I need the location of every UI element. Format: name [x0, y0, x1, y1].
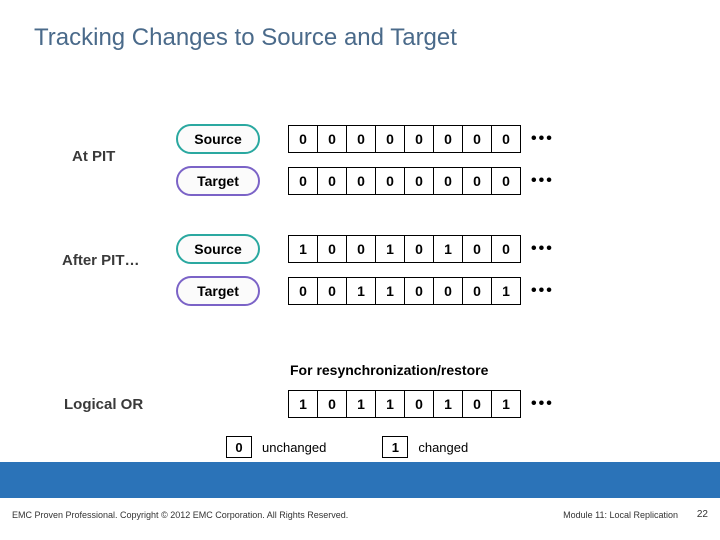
bit-cell: 0 [433, 277, 463, 305]
legend: 0 unchanged 1 changed [226, 436, 468, 458]
legend-changed-label: changed [418, 440, 468, 455]
bit-cell: 0 [317, 167, 347, 195]
bits-after-target: 00110001 [288, 277, 521, 305]
ellipsis-icon: ••• [531, 130, 554, 148]
bit-cell: 0 [462, 167, 492, 195]
bits-logical-or-row: 10110101 [288, 390, 521, 418]
bit-cell: 1 [346, 390, 376, 418]
bit-cell: 0 [462, 390, 492, 418]
bit-cell: 0 [404, 277, 434, 305]
bit-cell: 0 [317, 235, 347, 263]
bit-cell: 0 [346, 125, 376, 153]
bit-cell: 1 [491, 277, 521, 305]
bit-cell: 0 [346, 167, 376, 195]
bit-cell: 1 [346, 277, 376, 305]
bit-cell: 0 [404, 390, 434, 418]
bit-cell: 0 [491, 125, 521, 153]
bit-cell: 0 [491, 235, 521, 263]
bit-cell: 0 [317, 125, 347, 153]
footer-bar [0, 462, 720, 498]
bit-cell: 1 [375, 277, 405, 305]
bit-cell: 0 [462, 125, 492, 153]
ellipsis-icon: ••• [531, 240, 554, 258]
legend-changed-box: 1 [382, 436, 408, 458]
bit-cell: 0 [375, 167, 405, 195]
pill-at-pit-source: Source [176, 124, 260, 154]
footer: EMC Proven Professional. Copyright © 201… [0, 498, 720, 540]
bit-cell: 0 [462, 235, 492, 263]
label-after-pit: After PIT… [62, 252, 140, 269]
page-title: Tracking Changes to Source and Target [34, 24, 457, 52]
bit-cell: 0 [288, 167, 318, 195]
bit-cell: 0 [288, 125, 318, 153]
bit-cell: 1 [288, 390, 318, 418]
legend-unchanged-label: unchanged [262, 440, 326, 455]
legend-unchanged-box: 0 [226, 436, 252, 458]
bit-cell: 0 [433, 125, 463, 153]
bit-cell: 1 [288, 235, 318, 263]
bit-cell: 0 [462, 277, 492, 305]
resync-caption: For resynchronization/restore [290, 362, 488, 378]
bit-cell: 1 [375, 390, 405, 418]
bit-cell: 0 [404, 125, 434, 153]
ellipsis-icon: ••• [531, 172, 554, 190]
bit-cell: 0 [375, 125, 405, 153]
bit-cell: 0 [317, 390, 347, 418]
row-at-pit-source: Source00000000••• [176, 124, 554, 154]
bit-cell: 0 [288, 277, 318, 305]
pill-at-pit-target: Target [176, 166, 260, 196]
label-logical-or: Logical OR [64, 396, 143, 413]
footer-page-number: 22 [697, 509, 708, 520]
bit-cell: 0 [317, 277, 347, 305]
bit-cell: 0 [346, 235, 376, 263]
row-after-source: Source10010100••• [176, 234, 554, 264]
pill-after-source: Source [176, 234, 260, 264]
ellipsis-icon: ••• [531, 395, 554, 413]
bit-cell: 0 [491, 167, 521, 195]
footer-module: Module 11: Local Replication [563, 510, 678, 520]
bit-cell: 1 [433, 390, 463, 418]
footer-copyright: EMC Proven Professional. Copyright © 201… [12, 510, 348, 520]
bit-cell: 0 [433, 167, 463, 195]
row-at-pit-target: Target00000000••• [176, 166, 554, 196]
bit-cell: 1 [491, 390, 521, 418]
bits-after-source: 10010100 [288, 235, 521, 263]
ellipsis-icon: ••• [531, 282, 554, 300]
bit-cell: 1 [375, 235, 405, 263]
row-logical-or-row: 10110101••• [176, 390, 554, 418]
bits-at-pit-source: 00000000 [288, 125, 521, 153]
bit-cell: 0 [404, 235, 434, 263]
row-after-target: Target00110001••• [176, 276, 554, 306]
bits-at-pit-target: 00000000 [288, 167, 521, 195]
pill-after-target: Target [176, 276, 260, 306]
slide: Tracking Changes to Source and Target At… [0, 0, 720, 540]
bit-cell: 0 [404, 167, 434, 195]
bit-cell: 1 [433, 235, 463, 263]
label-at-pit: At PIT [72, 148, 115, 165]
